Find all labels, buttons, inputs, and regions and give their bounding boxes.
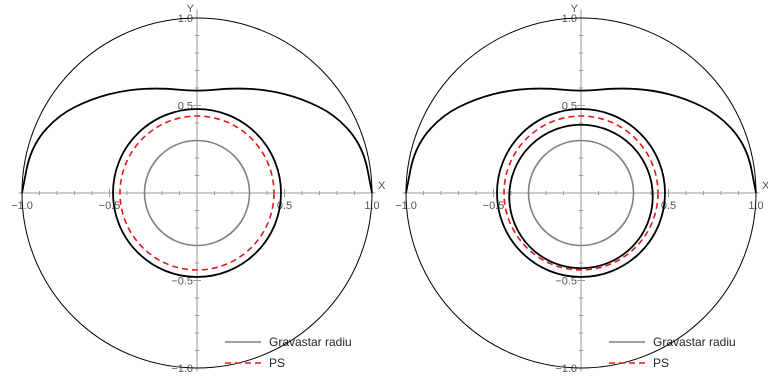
ps-circle [503,115,659,271]
y-tick-label: −1.0 [555,363,577,375]
x-axis-label: X [378,180,386,192]
y-tick-label: −0.5 [171,276,193,288]
gravastar-circle [527,139,635,247]
x-tick-label: −0.5 [483,200,505,212]
y-tick-label: 1.0 [178,13,193,25]
y-tick-label: −0.5 [555,276,577,288]
y-axis-label: Y [571,3,579,15]
ps-circle [119,115,275,271]
legend: Gravastar radiu PS [225,335,352,370]
legend: Gravastar radiu PS [609,335,736,370]
legend-label-gravastar: Gravastar radiu [653,335,736,349]
legend-label-gravastar: Gravastar radiu [269,335,352,349]
x-axis-label: X [762,180,768,192]
y-axis-label: Y [187,3,195,15]
plot-panel-2: −1.0 −0.5 0.5 1.0−1.0−0.50.51.0XYGravastar … [395,3,768,375]
x-tick-label: −0.5 [99,200,121,212]
y-tick-label: −1.0 [171,363,193,375]
y-tick-label: 1.0 [562,13,577,25]
orbit-arc [21,87,373,194]
orbit-circle [112,108,282,278]
legend-label-ps: PS [269,356,285,370]
orbit-circle [496,108,666,278]
orbit-circle [508,123,654,270]
orbit-arc [405,87,757,194]
legend-label-ps: PS [653,356,669,370]
plot-panel-1: −1.0 −0.5 0.5 1.0−1.0−0.50.51.0XYGravastar … [11,3,386,375]
gravastar-circle [143,139,251,247]
